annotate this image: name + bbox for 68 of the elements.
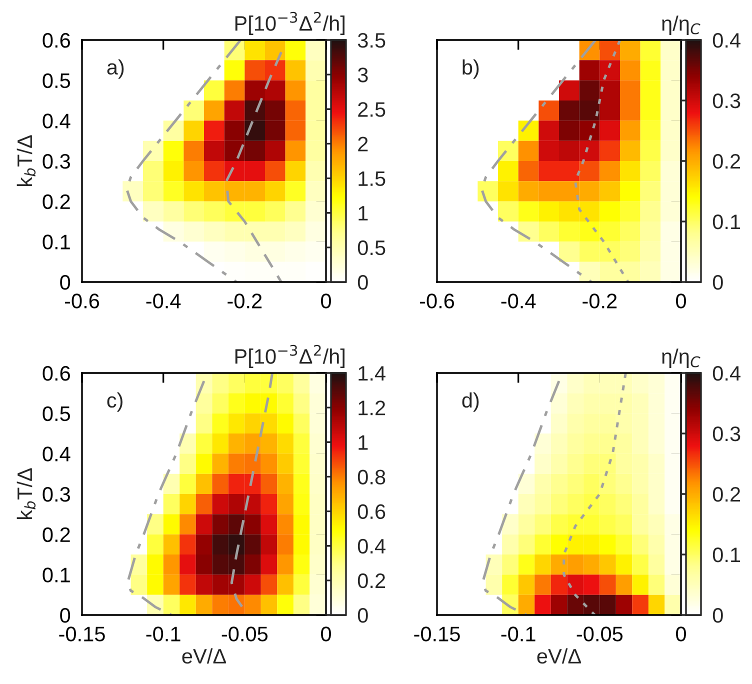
color-bar-label: 0.8 <box>358 470 386 484</box>
color-bar-label: 2 <box>358 136 368 152</box>
x-tick-label: -0.05 <box>222 626 268 642</box>
x-tick-label: 0 <box>676 294 686 308</box>
color-bar-label: 3.5 <box>358 33 386 48</box>
x-tick-label: -0.2 <box>228 294 262 308</box>
y-tick-label: 0.1 <box>42 568 70 582</box>
x-tick-label: 0 <box>676 626 686 642</box>
color-bar-label: 0.2 <box>358 573 386 588</box>
annotation: a) <box>107 59 124 79</box>
x-tick-label: 0 <box>321 626 331 642</box>
y-axis-title: k$_{b}$T/Δ <box>16 135 36 186</box>
annotation: c) <box>107 392 122 412</box>
x-tick-label: -0.1 <box>501 626 536 642</box>
y-tick-label: 0.3 <box>42 487 70 502</box>
color-bar-label: 0.6 <box>358 504 386 520</box>
y-tick-label: 0.3 <box>42 154 70 169</box>
annotation: b) <box>462 59 479 79</box>
color-bar-label: 1.4 <box>358 366 386 381</box>
x-tick-label: 0 <box>321 294 331 308</box>
color-bar-label: 3 <box>358 68 368 82</box>
color-bar-label: 2.5 <box>358 102 386 117</box>
color-bar-label: 0.1 <box>712 214 740 230</box>
color-bar-label: 1 <box>358 435 368 450</box>
y-axis-title: k$_{b}$T/Δ <box>16 468 36 520</box>
color-bar-label: 0 <box>358 608 368 623</box>
color-bar-title: η/η$_{C}$ <box>662 16 700 35</box>
y-tick-label: 0.2 <box>42 527 70 542</box>
x-axis-title: eV/Δ <box>182 648 226 664</box>
x-tick-label: -0.6 <box>64 294 100 308</box>
color-bar-label: 0.4 <box>358 538 386 554</box>
color-bar-label: 0.4 <box>712 366 740 381</box>
color-bar-label: 0 <box>358 275 368 290</box>
color-bar-label: 1.5 <box>358 172 386 186</box>
y-tick-label: 0 <box>60 608 70 623</box>
color-bar-label: 0 <box>712 608 723 623</box>
color-bar-label: 0.4 <box>712 33 740 48</box>
y-tick-label: 0.6 <box>42 33 70 48</box>
color-bar-label: 1.2 <box>358 400 386 416</box>
y-tick-label: 0.6 <box>42 366 70 381</box>
color-bar-label: 0.2 <box>712 154 740 169</box>
color-bar-title: η/η$_{C}$ <box>662 348 700 368</box>
x-tick-label: -0.15 <box>59 626 105 642</box>
color-bar-label: 0.3 <box>712 94 740 108</box>
color-bar-label: 0.5 <box>358 240 386 256</box>
color-bar-label: 0 <box>712 275 723 290</box>
y-tick-label: 0.4 <box>42 114 70 128</box>
x-tick-label: -0.6 <box>420 294 454 308</box>
x-tick-label: -0.4 <box>146 294 181 308</box>
x-axis-title: eV/Δ <box>537 648 581 664</box>
color-bar-label: 0.3 <box>712 426 740 442</box>
color-bar-label: 0.2 <box>712 487 740 502</box>
y-tick-label: 0.4 <box>42 446 70 462</box>
color-bar-title: P[10$^{−3}$Δ$^{2}$/h] <box>235 344 344 368</box>
y-tick-label: 0 <box>60 275 70 290</box>
y-tick-label: 0.1 <box>42 234 70 250</box>
x-tick-label: -0.2 <box>582 294 617 308</box>
annotation: d) <box>462 392 479 412</box>
y-tick-label: 0.5 <box>42 406 70 422</box>
y-tick-label: 0.2 <box>42 194 70 210</box>
x-tick-label: -0.4 <box>501 294 536 308</box>
color-bar-title: P[10$^{−3}$Δ$^{2}$/h] <box>235 12 344 35</box>
x-tick-label: -0.05 <box>576 626 623 642</box>
x-tick-label: -0.1 <box>146 626 180 642</box>
x-tick-label: -0.15 <box>414 626 460 642</box>
y-tick-label: 0.5 <box>42 73 70 88</box>
color-bar-label: 1 <box>358 206 368 220</box>
color-bar-label: 0.1 <box>712 548 740 562</box>
